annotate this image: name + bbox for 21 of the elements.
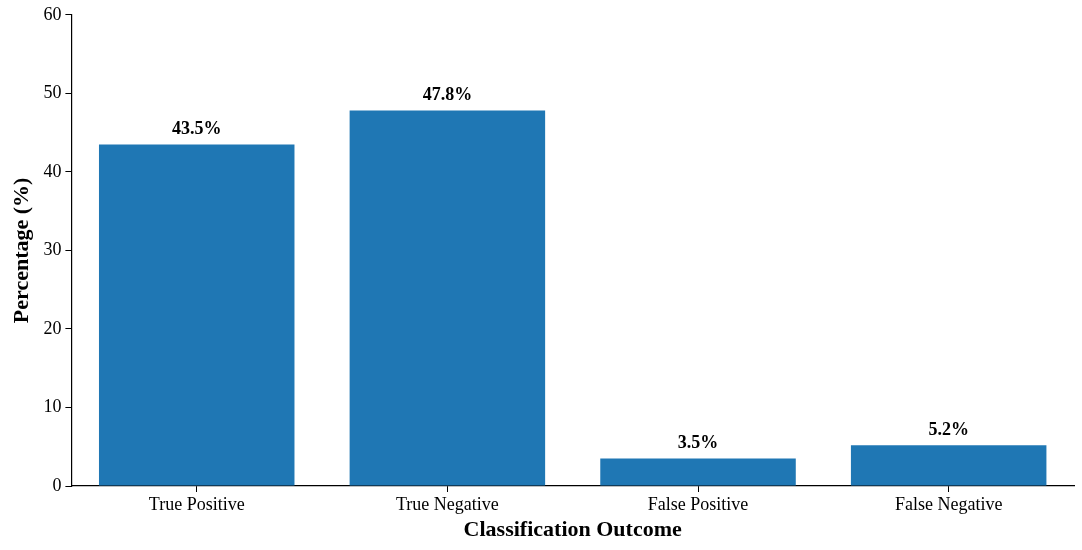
data-label: 3.5% <box>677 432 719 453</box>
x-tick-label: True Negative <box>395 493 499 514</box>
bar <box>600 458 796 486</box>
x-tick-label: False Negative <box>894 493 1003 514</box>
y-axis-title: Percentage (%) <box>7 177 33 324</box>
y-tick-label: 20 <box>43 317 62 338</box>
bar <box>349 110 546 486</box>
bar <box>850 445 1047 486</box>
y-tick-label: 10 <box>43 396 62 417</box>
y-tick-label: 30 <box>43 239 62 260</box>
bar <box>98 144 295 486</box>
x-axis-title: Classification Outcome <box>463 516 682 542</box>
x-tick-label: True Positive <box>148 493 245 514</box>
y-tick-label: 40 <box>43 160 62 181</box>
data-label: 5.2% <box>928 418 969 439</box>
data-label: 47.8% <box>422 84 473 105</box>
y-tick-label: 0 <box>52 474 62 495</box>
y-tick-label: 60 <box>43 3 62 24</box>
data-label: 43.5% <box>171 118 222 139</box>
y-tick-label: 50 <box>43 82 62 103</box>
x-tick-label: False Positive <box>647 493 749 514</box>
